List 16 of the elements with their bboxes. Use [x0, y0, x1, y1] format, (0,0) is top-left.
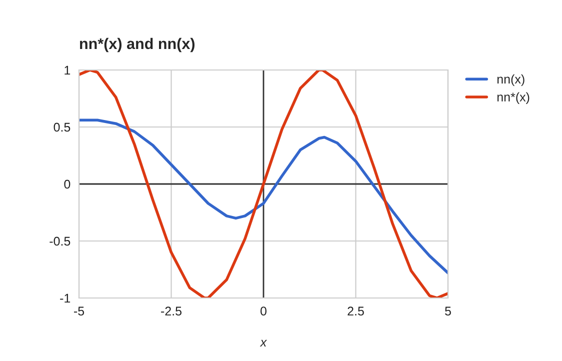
y-tick-label: 1	[64, 66, 70, 75]
x-axis-title: x	[260, 340, 267, 346]
legend-label: nn*(x)	[497, 92, 530, 104]
y-tick-label: 0.5	[54, 122, 70, 132]
y-tick-label: -1	[60, 294, 70, 303]
chart-title: nn*(x) and nn(x)	[80, 38, 195, 52]
x-tick-label: -5	[74, 306, 84, 316]
x-tick-label: 5	[445, 306, 451, 316]
line-series	[79, 70, 448, 298]
y-tick-label: -0.5	[50, 236, 70, 246]
y-tick-label: 0	[64, 180, 70, 189]
x-tick-label: 0	[260, 306, 266, 316]
legend-label: nn(x)	[497, 74, 524, 86]
x-tick-label: -2.5	[161, 306, 182, 316]
line-series	[79, 118, 448, 274]
x-tick-label: 2.5	[348, 306, 364, 316]
